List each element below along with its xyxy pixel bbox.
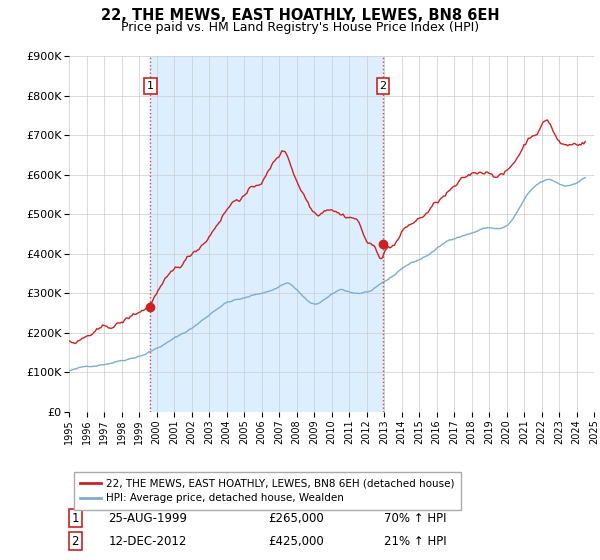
Bar (151, 56, 383, 412)
Text: £425,000: £425,000 (269, 535, 324, 548)
Text: 25-AUG-1999: 25-AUG-1999 (109, 512, 187, 525)
Text: 2: 2 (380, 81, 386, 91)
Text: £265,000: £265,000 (269, 512, 324, 525)
Text: 22, THE MEWS, EAST HOATHLY, LEWES, BN8 6EH: 22, THE MEWS, EAST HOATHLY, LEWES, BN8 6… (101, 8, 499, 24)
Text: 1: 1 (71, 512, 79, 525)
Legend: 22, THE MEWS, EAST HOATHLY, LEWES, BN8 6EH (detached house), HPI: Average price,: 22, THE MEWS, EAST HOATHLY, LEWES, BN8 6… (74, 472, 461, 510)
Text: 12-DEC-2012: 12-DEC-2012 (109, 535, 187, 548)
Text: Price paid vs. HM Land Registry's House Price Index (HPI): Price paid vs. HM Land Registry's House … (121, 21, 479, 34)
Text: 2: 2 (71, 535, 79, 548)
Text: 1: 1 (147, 81, 154, 91)
Text: 21% ↑ HPI: 21% ↑ HPI (384, 535, 446, 548)
Text: 70% ↑ HPI: 70% ↑ HPI (384, 512, 446, 525)
